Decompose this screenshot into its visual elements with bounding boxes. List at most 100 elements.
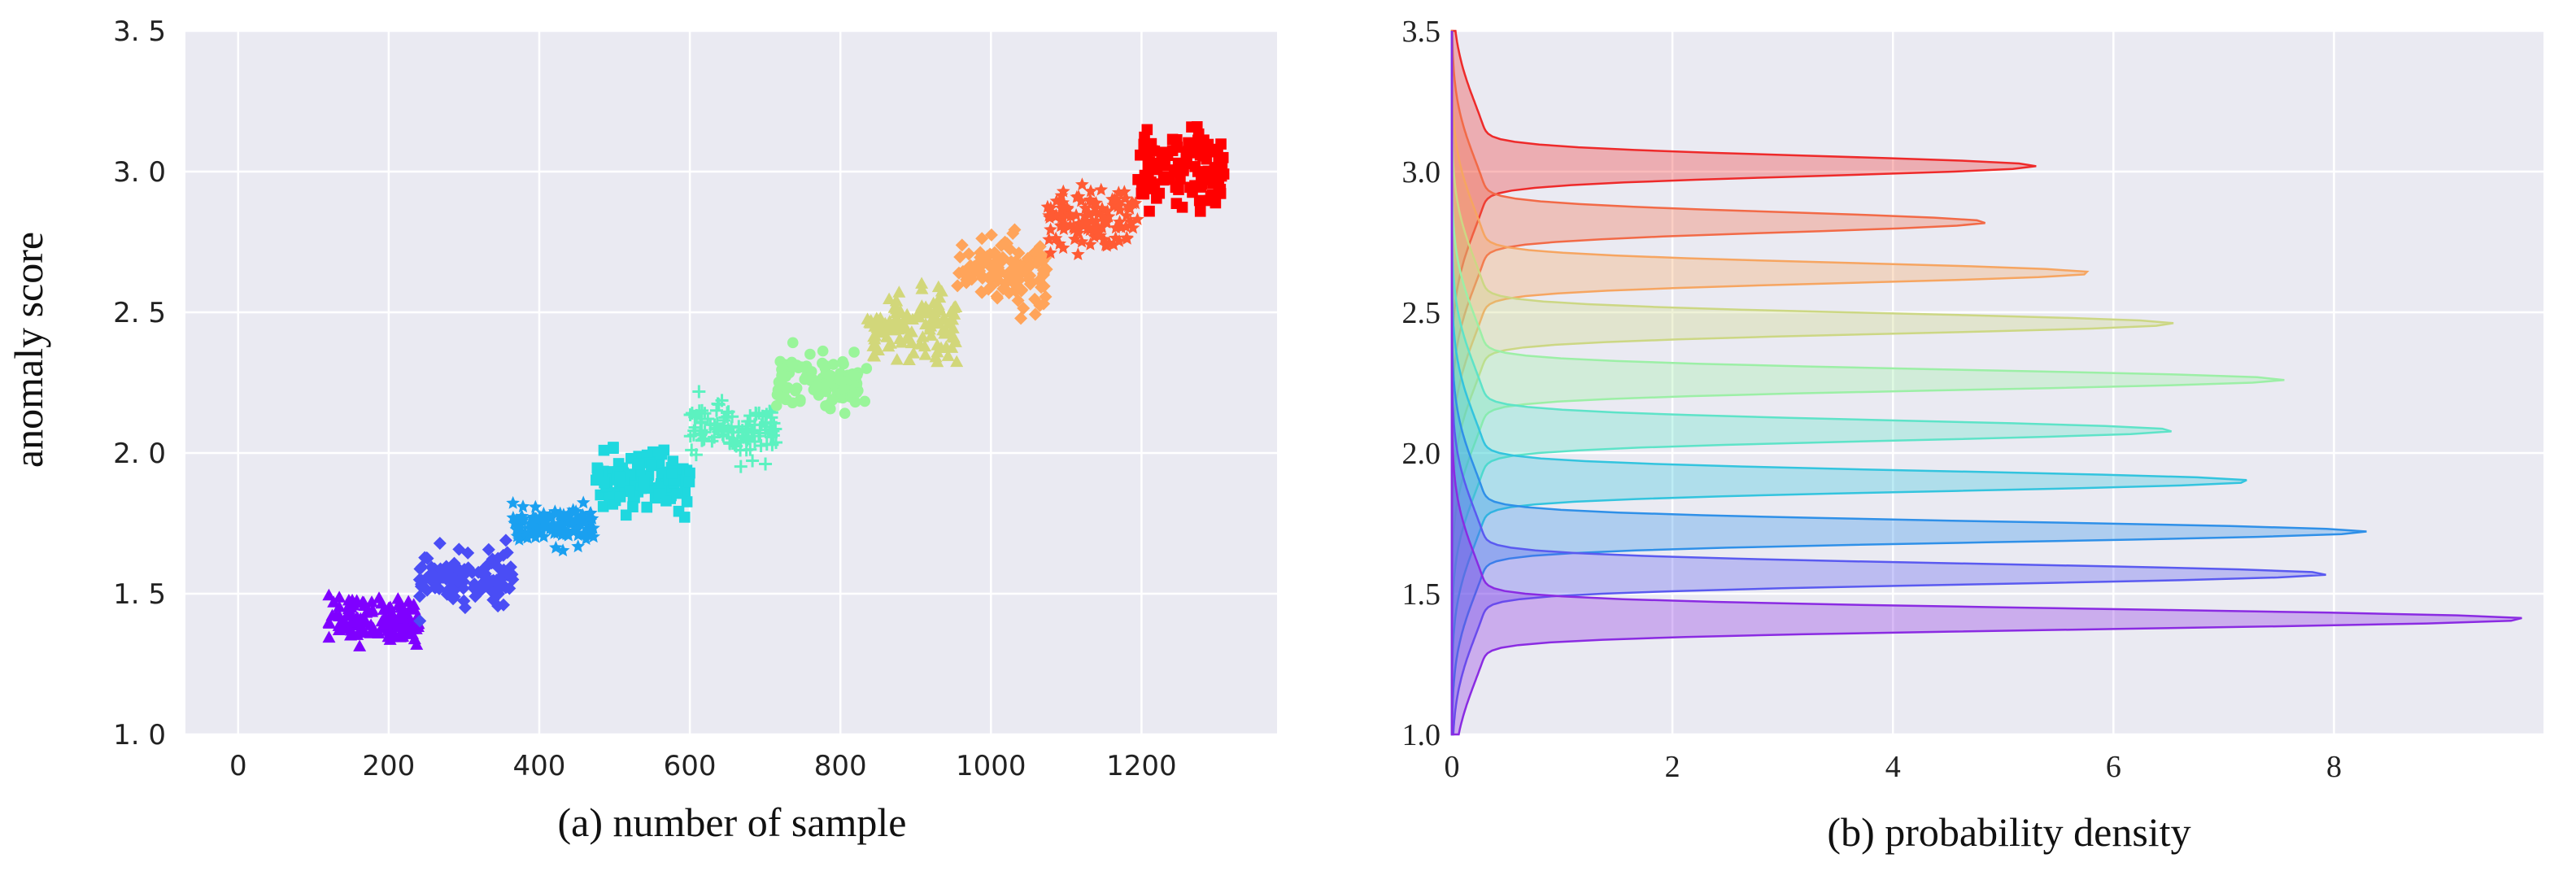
scatter-point xyxy=(433,537,447,551)
scatter-point xyxy=(1009,255,1022,269)
scatter-point xyxy=(420,551,434,564)
scatter-point xyxy=(1028,307,1042,321)
scatter-point xyxy=(904,336,918,349)
scatter-point xyxy=(697,432,711,446)
scatter-point xyxy=(458,601,472,615)
scatter-point xyxy=(1044,222,1057,236)
scatter-point xyxy=(743,414,756,428)
scatter-point xyxy=(734,460,748,473)
scatter-series-1 xyxy=(322,588,425,651)
scatter-point xyxy=(1080,215,1094,229)
scatter-point xyxy=(826,394,839,406)
scatter-point xyxy=(760,437,774,451)
scatter-point xyxy=(571,539,585,553)
scatter-point xyxy=(776,369,787,381)
scatter-point xyxy=(666,468,678,479)
density-y-tick-label: 2.5 xyxy=(1402,296,1441,330)
scatter-point xyxy=(715,394,729,407)
scatter-point xyxy=(883,292,896,305)
scatter-point xyxy=(561,508,575,521)
scatter-x-tick-label: 1200 xyxy=(1106,750,1177,782)
scatter-point xyxy=(1192,166,1204,177)
scatter-point xyxy=(1070,223,1085,237)
scatter-point xyxy=(1057,217,1072,231)
scatter-point xyxy=(705,434,719,448)
scatter-x-tick-label: 0 xyxy=(229,750,247,782)
scatter-point xyxy=(974,246,987,259)
scatter-point xyxy=(1144,205,1155,217)
scatter-point xyxy=(1179,158,1191,170)
scatter-point xyxy=(1070,247,1085,260)
scatter-point xyxy=(365,595,379,608)
density-y-tick-label: 3.0 xyxy=(1402,155,1441,190)
scatter-point xyxy=(322,630,336,643)
scatter-point xyxy=(896,316,909,329)
scatter-point xyxy=(678,512,691,523)
scatter-series-9 xyxy=(1040,177,1144,260)
scatter-point xyxy=(344,629,358,641)
scatter-point xyxy=(787,358,799,369)
density-y-tick-label: 1.0 xyxy=(1402,718,1441,752)
scatter-point xyxy=(868,329,882,342)
scatter-point xyxy=(890,353,904,365)
scatter-point xyxy=(982,282,996,296)
scatter-point xyxy=(656,448,668,460)
scatter-series-3 xyxy=(506,495,600,557)
scatter-point xyxy=(1022,272,1036,286)
scatter-point xyxy=(529,529,543,543)
scatter-point xyxy=(537,529,551,542)
scatter-point xyxy=(586,529,600,543)
scatter-point xyxy=(405,622,419,634)
density-x-tick-label: 6 xyxy=(2106,750,2121,784)
scatter-point xyxy=(1136,188,1148,200)
scatter-point xyxy=(737,429,751,442)
scatter-point xyxy=(1031,255,1045,269)
scatter-point xyxy=(394,600,408,613)
scatter-point xyxy=(1033,240,1047,254)
scatter-point xyxy=(684,467,695,479)
scatter-point xyxy=(523,521,538,535)
scatter-point xyxy=(1044,201,1058,214)
scatter-point xyxy=(633,458,645,470)
scatter-point xyxy=(638,477,650,488)
scatter-point xyxy=(433,571,447,585)
scatter-panel: 0 200 400 600 800 1000 1200 1. 0 1. 5 2. 0 2. 5 3.… xyxy=(6,15,1277,845)
scatter-point xyxy=(886,324,900,336)
scatter-point xyxy=(512,521,526,534)
scatter-point xyxy=(393,608,407,620)
scatter-point xyxy=(1198,134,1210,146)
scatter-point xyxy=(931,345,944,358)
scatter-point xyxy=(962,247,976,261)
scatter-point xyxy=(709,403,723,417)
scatter-point xyxy=(1112,185,1126,199)
scatter-point xyxy=(848,346,860,358)
scatter-point xyxy=(381,601,395,613)
scatter-point xyxy=(743,442,757,456)
scatter-point xyxy=(548,504,562,518)
scatter-point xyxy=(1170,181,1182,194)
scatter-point xyxy=(537,507,551,520)
scatter-point xyxy=(528,499,543,513)
scatter-point xyxy=(893,332,907,345)
scatter-x-tick-label: 400 xyxy=(513,750,566,782)
scatter-point xyxy=(598,444,610,456)
scatter-x-tick-labels: 0 200 400 600 800 1000 1200 xyxy=(229,750,1177,782)
scatter-point xyxy=(683,476,695,488)
scatter-point xyxy=(1106,237,1121,250)
scatter-point xyxy=(340,608,354,621)
scatter-x-tick-label: 600 xyxy=(664,750,717,782)
scatter-point xyxy=(759,457,773,471)
scatter-point xyxy=(582,527,597,541)
scatter-point xyxy=(861,312,874,325)
scatter-point xyxy=(1014,284,1028,298)
scatter-point xyxy=(1100,215,1114,229)
scatter-point xyxy=(910,308,924,321)
scatter-point xyxy=(848,369,861,381)
scatter-y-tick-label: 1. 0 xyxy=(113,719,166,751)
scatter-x-axis-title: (a) number of sample xyxy=(557,799,906,845)
density-x-tick-labels: 0 2 4 6 8 xyxy=(1445,750,2342,784)
scatter-point xyxy=(461,546,475,560)
scatter-point xyxy=(342,622,356,634)
scatter-point xyxy=(770,399,782,412)
